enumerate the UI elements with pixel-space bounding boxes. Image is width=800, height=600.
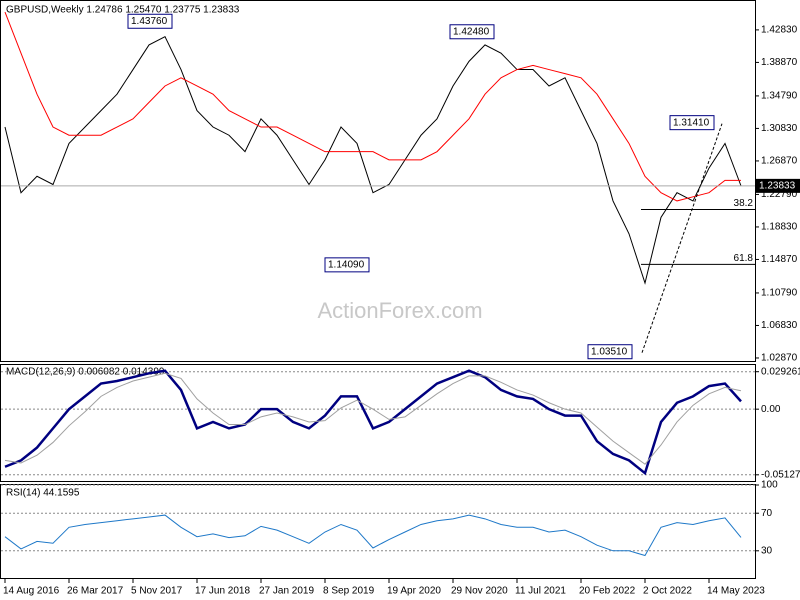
trend-line: [641, 123, 723, 353]
y-tick-label: 70: [761, 508, 773, 519]
x-tick-label: 27 Jan 2019: [259, 586, 314, 597]
y-tick-label: 0.029261: [761, 366, 800, 377]
series-line: [4, 36, 742, 285]
x-tick-label: 19 Apr 2020: [387, 586, 441, 597]
annotation-box: [669, 115, 715, 131]
annotation-label: 1.14090: [328, 259, 365, 270]
current-price-box: [756, 178, 800, 193]
macd-panel: [0, 364, 756, 482]
annotation-label: 1.31410: [673, 117, 710, 128]
annotation-box: [587, 344, 633, 360]
y-tick-label: -0.051279: [761, 469, 800, 480]
y-tick-label: 1.30830: [761, 123, 798, 134]
y-tick-label: 1.18830: [761, 222, 798, 233]
y-tick-label: 0.00: [761, 404, 781, 415]
x-tick-label: 14 Aug 2016: [3, 586, 60, 597]
x-tick-label: 11 Jul 2021: [515, 586, 566, 597]
x-tick-label: 5 Nov 2017: [131, 586, 183, 597]
y-tick-label: 1.26870: [761, 156, 798, 167]
y-tick-label: 1.06830: [761, 320, 798, 331]
watermark: ActionForex.com: [317, 298, 482, 323]
x-tick-label: 8 Sep 2019: [323, 586, 375, 597]
fib-label: 61.8: [734, 253, 754, 264]
y-tick-label: 30: [761, 545, 773, 556]
current-price-label: 1.23833: [759, 181, 796, 192]
annotation-label: 1.03510: [591, 346, 628, 357]
annotation-label: 1.42480: [453, 26, 490, 37]
series-line: [4, 514, 742, 557]
annotation-box: [449, 24, 495, 40]
series-line: [4, 11, 741, 202]
symbol-title: GBPUSD,Weekly 1.24786 1.25470 1.23775 1.…: [6, 5, 240, 16]
rsi-title: RSI(14) 44.1595: [6, 488, 80, 499]
series-line: [4, 369, 742, 476]
x-tick-label: 14 May 2023: [707, 586, 765, 597]
annotation-box: [127, 13, 173, 29]
x-tick-label: 17 Jun 2018: [195, 586, 250, 597]
x-tick-label: 26 Mar 2017: [67, 586, 124, 597]
rsi-panel: [0, 484, 756, 579]
series-line: [4, 372, 742, 465]
y-tick-label: 100: [761, 480, 778, 491]
annotation-label: 1.43760: [131, 16, 168, 27]
annotation-box: [324, 257, 370, 273]
y-tick-label: 1.10790: [761, 288, 798, 299]
y-tick-label: 1.22790: [761, 189, 798, 200]
y-tick-label: 1.02870: [761, 353, 798, 364]
y-tick-label: 1.38870: [761, 57, 798, 68]
x-tick-label: 29 Nov 2020: [451, 586, 508, 597]
x-tick-label: 2 Oct 2022: [643, 586, 692, 597]
y-tick-label: 1.34790: [761, 91, 798, 102]
fib-label: 38.2: [734, 198, 754, 209]
x-tick-label: 20 Feb 2022: [579, 586, 636, 597]
y-tick-label: 1.14870: [761, 254, 798, 265]
main-panel: [0, 0, 756, 362]
y-tick-label: 1.42830: [761, 25, 798, 36]
